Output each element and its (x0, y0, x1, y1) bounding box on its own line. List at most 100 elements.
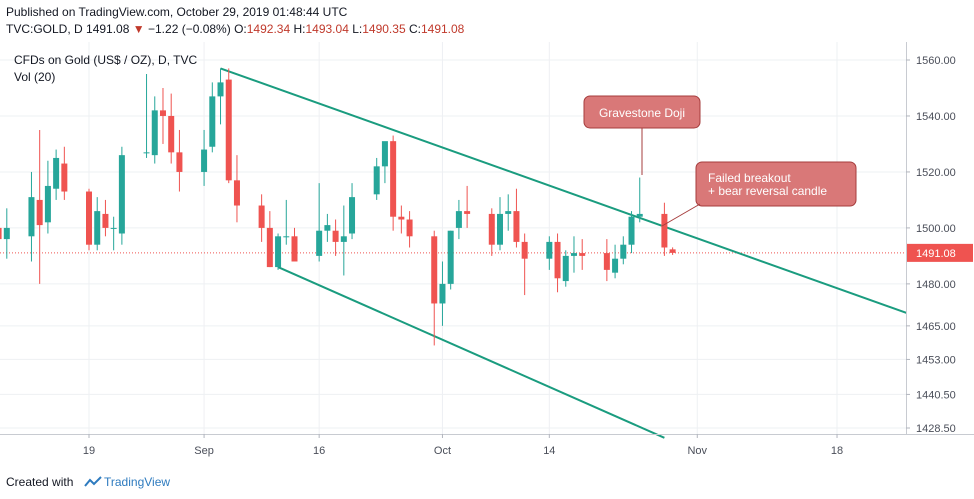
candle-body (151, 110, 158, 156)
candle-body (562, 255, 569, 282)
candle (118, 146, 125, 245)
candle-body (439, 283, 446, 304)
candle-body (570, 253, 577, 256)
high-value: 1493.04 (305, 22, 349, 36)
candle (233, 155, 240, 223)
high-label: H: (293, 22, 306, 36)
price-tick-label: 1453.00 (916, 354, 956, 366)
candle-body (373, 166, 380, 195)
candle (209, 82, 216, 153)
candle-body (168, 115, 175, 153)
candles (0, 68, 676, 346)
chart-legend: CFDs on Gold (US$ / OZ), D, TVC Vol (20) (14, 53, 197, 84)
candle (225, 68, 232, 184)
trendline-upper (220, 67, 920, 319)
candle-body (579, 253, 586, 256)
trendlines (220, 67, 920, 439)
candle-body (225, 79, 232, 181)
price-axis[interactable]: 1560.00 1540.00 1520.00 1500.00 1480.00 1465.… (906, 42, 974, 435)
price-tick-label: 1520.00 (916, 167, 956, 179)
candle (570, 236, 577, 273)
candle (36, 129, 43, 284)
candle (398, 205, 405, 234)
candle-body (275, 236, 282, 268)
time-tick-label: 19 (83, 445, 95, 457)
time-tick-label: 16 (313, 445, 325, 457)
candle-body (340, 236, 347, 242)
candle (390, 135, 397, 231)
candle-body (554, 241, 561, 279)
candle (669, 247, 676, 255)
candle-body (603, 253, 610, 270)
price-tick-label: 1428.50 (916, 423, 956, 435)
candle (497, 197, 503, 251)
time-axis[interactable]: 19 Sep 16 Oct 14 Nov 18 (0, 434, 974, 457)
time-tick-label: Nov (687, 445, 707, 457)
candle (546, 236, 553, 270)
last-price: 1491.08 (86, 22, 130, 36)
candle-body (266, 227, 273, 268)
candle (406, 211, 413, 248)
candle (151, 96, 158, 164)
candle (464, 185, 471, 228)
candle (61, 146, 68, 200)
low-label: L: (352, 22, 363, 36)
candle-body (86, 191, 92, 245)
candle-body (521, 241, 528, 259)
candle-body (118, 155, 125, 234)
price-tick-label: 1500.00 (916, 223, 956, 235)
published-line: Published on TradingView.com, October 29… (6, 5, 348, 19)
candle (612, 244, 619, 279)
candle (3, 208, 10, 259)
candle-body (497, 213, 503, 245)
candle (340, 205, 347, 276)
candle-body (546, 241, 553, 259)
time-tick-label: Sep (194, 445, 214, 457)
candle-body (398, 216, 405, 220)
callout-gravestone-doji: Gravestone Doji (583, 95, 701, 175)
candle (579, 239, 586, 270)
candle (562, 250, 569, 287)
candle-body (209, 96, 216, 147)
candle (439, 261, 446, 326)
legend-title: CFDs on Gold (US$ / OZ), D, TVC (14, 53, 197, 67)
candle-body (94, 211, 101, 245)
candle (554, 233, 561, 293)
candle (505, 194, 512, 231)
candle (283, 199, 290, 245)
price-tick-label: 1440.50 (916, 389, 956, 401)
candle-body (455, 211, 462, 228)
candle-body (143, 152, 150, 154)
candle (275, 233, 282, 270)
callout-box (695, 161, 857, 207)
tradingview-brand[interactable]: TradingView (104, 475, 171, 489)
price-chart[interactable]: Gravestone Doji Failed breakout+ bear rev… (0, 42, 974, 466)
close-label: C: (408, 22, 421, 36)
candle-body (628, 216, 635, 245)
last-price-badge (907, 243, 973, 262)
candle-body (505, 211, 512, 214)
candle (258, 194, 265, 242)
candle (176, 129, 183, 192)
candle-body (324, 225, 331, 231)
last-price-badge-label: 1491.08 (916, 248, 956, 260)
candle-body (110, 227, 117, 229)
time-tick-label: 14 (543, 445, 555, 457)
candle-body (102, 213, 109, 228)
candle (28, 171, 35, 262)
candle (86, 188, 92, 251)
candle-body (159, 110, 166, 116)
candle (513, 188, 520, 248)
candle-body (661, 213, 668, 248)
candle (455, 199, 462, 240)
callouts: Gravestone Doji Failed breakout+ bear rev… (583, 95, 857, 227)
candle (168, 93, 175, 164)
candle-body (447, 230, 454, 284)
candle-body (0, 227, 2, 240)
footer: Created with TradingView (0, 466, 974, 499)
candle-body (44, 185, 51, 223)
candle-body (3, 227, 10, 240)
candle (431, 230, 438, 346)
open-value: 1492.34 (246, 22, 291, 36)
chart-header: Published on TradingView.com, October 29… (0, 0, 974, 42)
